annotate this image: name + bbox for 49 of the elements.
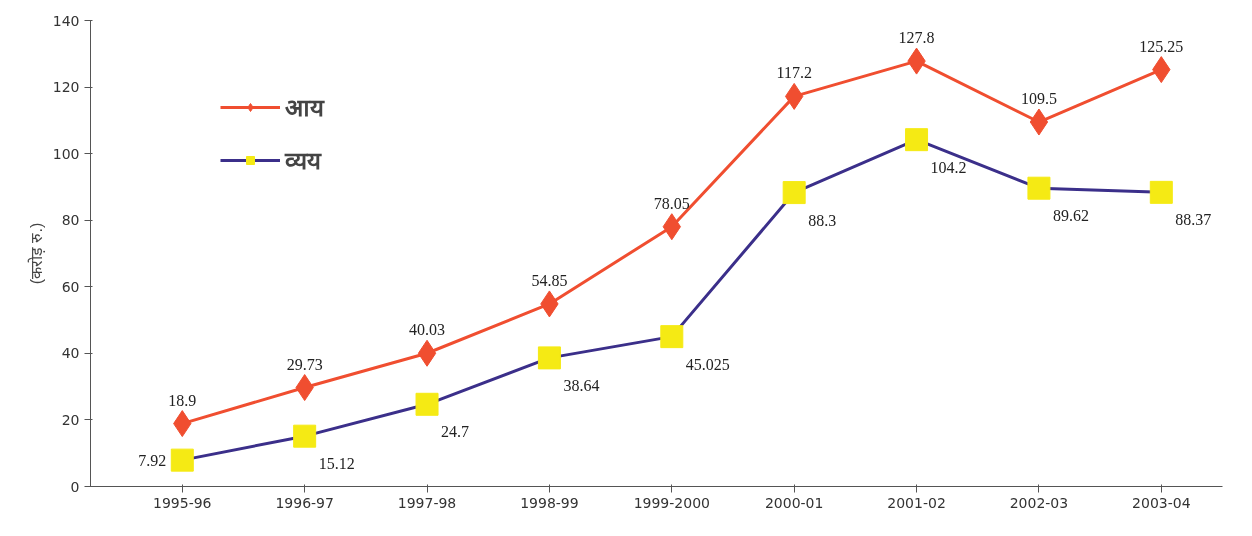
y-tick-label: 20 (61, 411, 80, 428)
legend-label: आय (285, 93, 324, 123)
data-label: 127.8 (898, 29, 935, 47)
data-label: 29.73 (286, 355, 323, 373)
point (782, 181, 806, 205)
x-tick-label: 1999-2000 (633, 494, 710, 511)
data-label: 45.025 (685, 355, 730, 373)
data-label: 88.37 (1175, 211, 1212, 229)
point (660, 325, 684, 349)
data-label: 54.85 (531, 271, 568, 289)
data-label: 18.9 (168, 391, 197, 409)
point (417, 339, 437, 367)
point (293, 424, 317, 448)
y-tick-label: 140 (52, 12, 80, 29)
data-label: 109.5 (1020, 90, 1057, 108)
x-tick-label: 1995-96 (153, 494, 212, 511)
data-label: 15.12 (318, 455, 355, 473)
x-tick-label: 2001-02 (887, 494, 946, 511)
point (415, 392, 439, 416)
data-label: 38.64 (563, 376, 600, 394)
point (170, 448, 194, 472)
point (1027, 176, 1051, 200)
x-tick-label: 1997-98 (397, 494, 457, 511)
y-tick-label: 100 (52, 145, 80, 162)
x-tick-label: 2000-01 (764, 494, 824, 511)
x-tick-label: 1998-99 (520, 494, 579, 511)
legend-label: व्यय (285, 146, 321, 176)
data-label: 88.3 (808, 211, 837, 229)
data-label: 104.2 (930, 158, 967, 176)
y-tick-label: 120 (52, 79, 80, 96)
point (537, 346, 561, 370)
data-label: 78.05 (653, 194, 690, 212)
x-tick-label: 2003-04 (1132, 494, 1191, 511)
data-label: 7.92 (138, 451, 167, 469)
y-tick-label: 0 (70, 478, 80, 495)
data-label: 89.62 (1052, 207, 1089, 225)
y-tick-label: 40 (61, 345, 80, 362)
data-label: 117.2 (776, 64, 812, 82)
x-tick-label: 1996-97 (275, 494, 334, 511)
point (1149, 180, 1173, 204)
y-tick-label: 60 (61, 278, 80, 295)
data-label: 24.7 (441, 423, 470, 441)
point (905, 128, 929, 152)
y-tick-label: 80 (61, 212, 80, 229)
point (1029, 108, 1049, 136)
data-label: 125.25 (1139, 37, 1184, 55)
y-axis-title: (करोड़ रु.) (26, 222, 46, 285)
data-label: 40.03 (409, 321, 446, 339)
x-tick-label: 2002-03 (1009, 494, 1069, 511)
